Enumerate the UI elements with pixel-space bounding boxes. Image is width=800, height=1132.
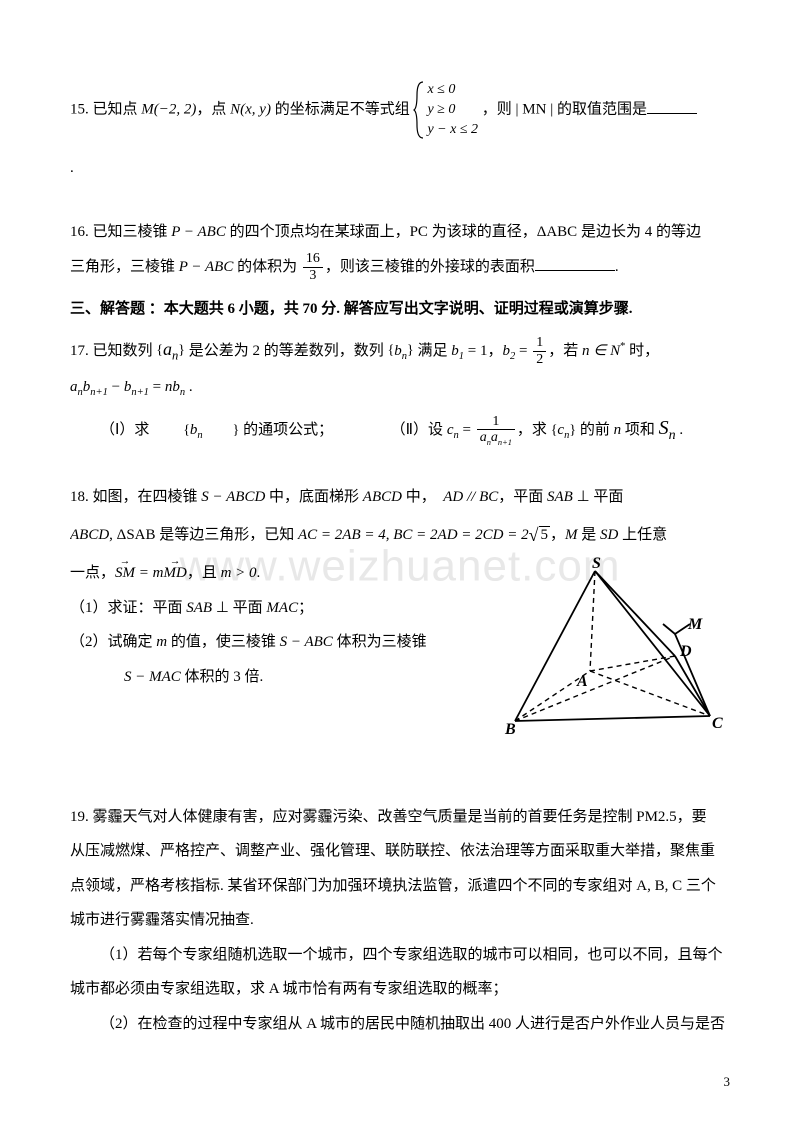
sys-row: y ≥ 0 [427, 100, 478, 120]
q18-num: 18. [70, 489, 89, 505]
q16-t4: 三角形，三棱锥 [70, 259, 179, 275]
q15-N: N(x, y) [230, 102, 271, 118]
svg-text:A: A [576, 673, 588, 690]
fraction: 12 [533, 335, 546, 367]
question-19: 19. 雾霾天气对人体健康有害，应对雾霾污染、改善空气质量是当前的首要任务是控制… [70, 800, 730, 1042]
svg-text:D: D [679, 643, 692, 660]
section-3-heading: 三、解答题 ：本大题共 6 小题，共 70 分. 解答应写出文字说明、证明过程或… [70, 292, 730, 327]
sqrt: √5 [529, 515, 550, 556]
q15-tail: 的取值范围是 [553, 102, 647, 118]
b1: b1 [451, 343, 464, 359]
q15-t4: ，则 [482, 102, 516, 118]
q16-period: . [615, 259, 619, 275]
q16-t5: 的体积为 [233, 259, 301, 275]
bn: bn [394, 343, 407, 359]
blank-line [647, 98, 697, 114]
pyramid-svg: S M A B C D [480, 556, 730, 736]
page-number: 3 [724, 1067, 731, 1097]
q17-num: 17. [70, 343, 89, 359]
q15-t2: ，点 [196, 102, 230, 118]
q15-MN: | MN | [516, 102, 554, 118]
q17-t3: 满足 [414, 343, 452, 359]
brace-icon [413, 80, 425, 140]
period: . [70, 160, 74, 176]
q15-t3: 的坐标满足不等式组 [271, 102, 410, 118]
q16-pabc: P − ABC [171, 224, 226, 240]
q17-eq: anbn+1 − bn+1 = nbn [70, 379, 189, 395]
q16-pabc2: P − ABC [179, 259, 234, 275]
q16-t1: 已知三棱锥 [93, 224, 172, 240]
q17-part2: （Ⅱ）设 cn = 1anan+1，求 {cn} 的前 n 项和 Sn . [391, 422, 683, 438]
svg-text:B: B [504, 721, 516, 736]
sys-row: x ≤ 0 [427, 80, 478, 100]
q16-dabc: ΔABC [537, 224, 578, 240]
vector-SM: SM [115, 556, 135, 591]
q17-part1: （Ⅰ）求 {bn} 的通项公式； [70, 413, 333, 448]
question-17: 17. 已知数列 {an} 是公差为 2 的等差数列，数列 {bn} 满足 b1… [70, 329, 730, 453]
fraction: 163 [303, 251, 323, 283]
question-15: 15. 已知点 M(−2, 2)，点 N(x, y) 的坐标满足不等式组 x ≤… [70, 80, 730, 185]
q15-text: 已知点 [93, 102, 142, 118]
vector-MD: MD [163, 556, 186, 591]
b2: b2 [503, 343, 516, 359]
q19-num: 19. [70, 809, 89, 825]
page: www.weizhuanet.com 15. 已知点 M(−2, 2)，点 N(… [0, 0, 800, 1132]
q17-t2: 是公差为 2 的等差数列，数列 [185, 343, 388, 359]
q16-t6: ，则该三棱锥的外接球的表面积 [325, 259, 535, 275]
q15-M: M(−2, 2) [141, 102, 196, 118]
sys-row: y − x ≤ 2 [427, 120, 478, 140]
q15-num: 15. [70, 102, 89, 118]
svg-text:M: M [687, 616, 703, 633]
q16-num: 16. [70, 224, 89, 240]
figure-pyramid: S M A B C D [480, 556, 730, 750]
question-18: 18. 如图，在四棱锥 S − ABCD 中，底面梯形 ABCD 中， AD /… [70, 480, 730, 749]
q16-t3: 是边长为 4 的等边 [577, 224, 701, 240]
question-16: 16. 已知三棱锥 P − ABC 的四个顶点均在某球面上，PC 为该球的直径，… [70, 215, 730, 284]
q16-t2: 的四个顶点均在某球面上，PC 为该球的直径， [226, 224, 537, 240]
fraction: 1anan+1 [477, 414, 515, 447]
q15-system: x ≤ 0 y ≥ 0 y − x ≤ 2 [413, 80, 478, 141]
q17-t1: 已知数列 [93, 343, 157, 359]
blank-line [535, 255, 615, 271]
svg-text:S: S [592, 556, 601, 572]
nN: n ∈ N [582, 343, 620, 359]
content: 15. 已知点 M(−2, 2)，点 N(x, y) 的坐标满足不等式组 x ≤… [70, 80, 730, 1041]
an: an [163, 339, 178, 359]
svg-text:C: C [712, 715, 723, 732]
